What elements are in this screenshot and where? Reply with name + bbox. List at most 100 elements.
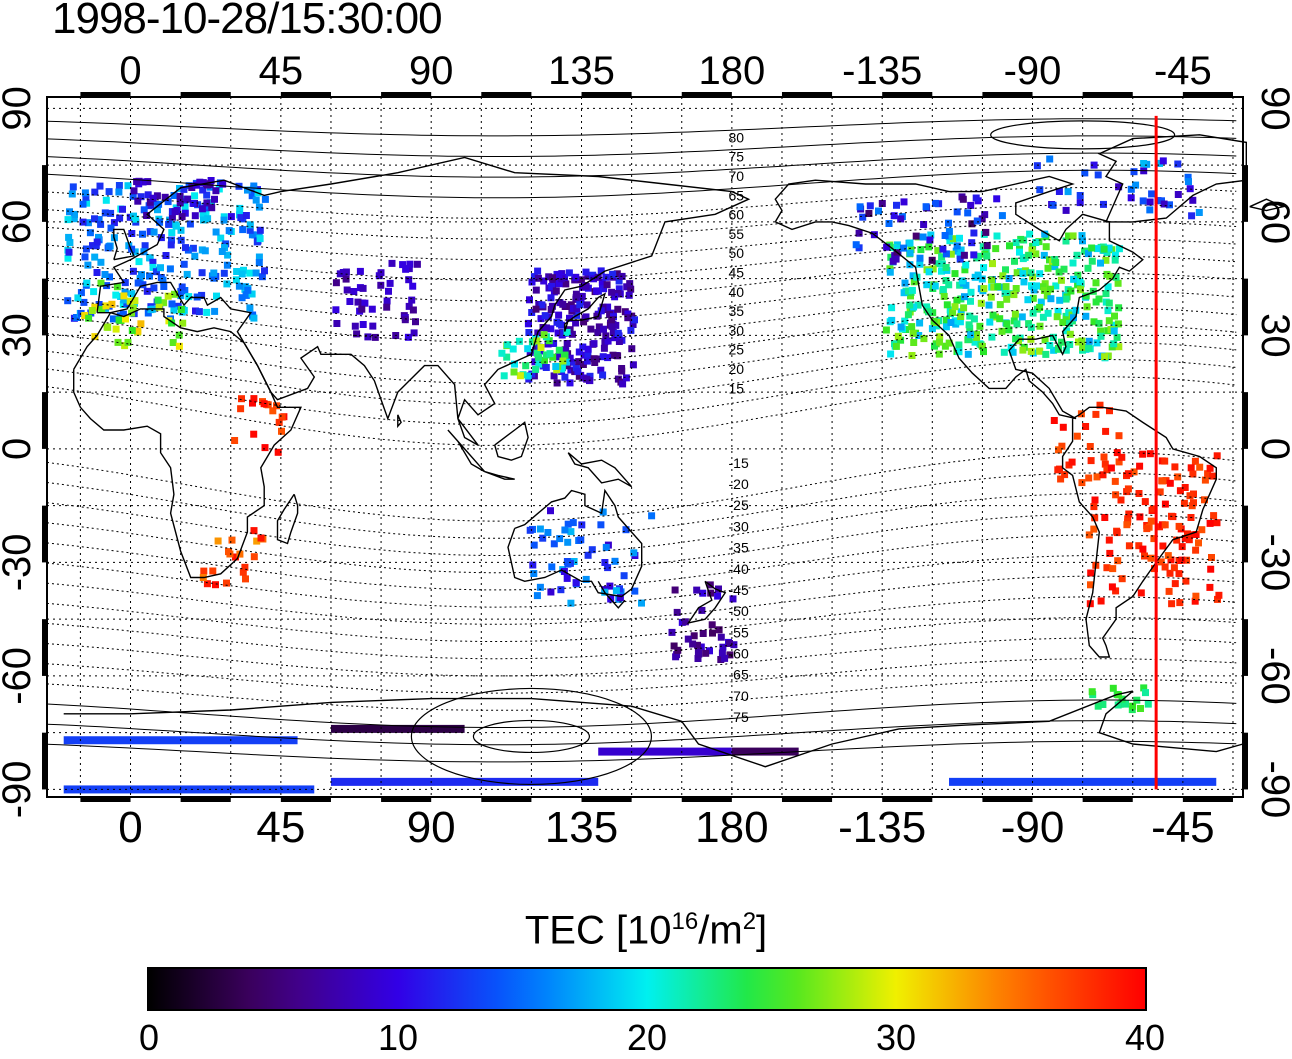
tec-cell — [1078, 232, 1086, 240]
tec-cell — [890, 212, 898, 220]
tec-cell — [1029, 309, 1037, 317]
tec-cell — [1003, 320, 1011, 328]
tec-cell — [203, 308, 211, 316]
tec-cell — [614, 305, 622, 313]
tec-cell — [164, 198, 172, 206]
tec-cell — [74, 294, 82, 302]
tec-cell — [120, 292, 128, 300]
tec-cell — [1059, 318, 1067, 326]
tec-cell — [256, 226, 264, 234]
tec-cell — [609, 329, 617, 336]
tec-cell — [275, 418, 283, 426]
tec-cell — [104, 323, 112, 331]
tec-cell — [929, 265, 937, 273]
tec-cell — [1095, 319, 1103, 327]
tec-cell — [1033, 282, 1040, 290]
contour-label: 30 — [729, 322, 745, 338]
tec-cell — [699, 630, 707, 637]
tec-cell — [528, 338, 536, 346]
tec-cell — [900, 198, 908, 206]
tec-cell — [690, 632, 698, 640]
tec-cell — [555, 271, 563, 279]
tec-cell — [233, 268, 241, 275]
tec-cell — [1115, 245, 1123, 253]
tec-cell — [1039, 313, 1047, 321]
tec-cell — [957, 295, 965, 303]
tec-cell — [965, 335, 973, 343]
tec-cell — [856, 203, 864, 211]
tec-cell — [535, 353, 543, 361]
tec-cell — [209, 567, 217, 575]
tec-cell — [547, 507, 554, 515]
lat-tick-left: -90 — [0, 760, 39, 818]
contour-label: 65 — [729, 187, 745, 203]
tec-cell — [1141, 498, 1149, 506]
tec-cell — [604, 303, 612, 311]
axis-tick-labels: 0045459090135135180180-135-135-90-90-45-… — [0, 49, 1292, 852]
tec-cell — [128, 327, 136, 334]
tec-cell — [88, 307, 96, 314]
tec-cell — [1028, 246, 1036, 254]
tec-cell — [541, 312, 549, 320]
tec-cell — [1086, 443, 1094, 450]
map-frame — [42, 92, 1248, 802]
tec-cell — [1196, 463, 1204, 471]
tec-cell — [1215, 591, 1223, 599]
tec-cell — [1082, 292, 1090, 300]
tec-cell — [594, 273, 602, 281]
tec-cell — [563, 358, 570, 366]
tec-cell — [250, 182, 258, 190]
tec-cell — [1046, 155, 1054, 163]
tec-cell — [144, 191, 152, 199]
coastline — [63, 690, 1244, 768]
contour-label: 40 — [729, 284, 745, 300]
tec-cell — [980, 264, 988, 272]
tec-cell — [1183, 556, 1191, 564]
contour-line — [46, 493, 1237, 556]
tec-cell — [510, 368, 518, 376]
tec-cell — [192, 307, 199, 315]
tec-cell — [584, 351, 592, 359]
lon-tick-bottom: 45 — [256, 803, 305, 852]
tec-cell — [1085, 474, 1093, 482]
frame-bar-left — [42, 619, 47, 676]
tec-cell — [138, 271, 145, 279]
tec-cell — [901, 279, 909, 287]
tec-cell — [81, 189, 89, 197]
tec-cell — [71, 210, 78, 218]
tec-cell — [530, 541, 538, 549]
contour-label: 70 — [729, 168, 745, 184]
tec-cell — [546, 350, 554, 358]
coastline — [1061, 406, 1217, 658]
tec-cell — [622, 526, 630, 534]
tec-cell — [524, 345, 532, 353]
tec-cell — [553, 379, 561, 387]
tec-cell — [1111, 251, 1119, 259]
frame-bar-top — [781, 92, 833, 97]
tec-cell — [591, 359, 599, 366]
frame-bar-bottom — [381, 797, 432, 802]
frame-bar-right — [1243, 619, 1248, 676]
tec-cell — [1029, 294, 1037, 302]
tec-cell — [540, 277, 548, 285]
tec-cell — [252, 269, 260, 277]
tec-cell — [1091, 496, 1099, 504]
tec-cell — [175, 342, 183, 350]
tec-cell — [149, 258, 157, 266]
tec-cell — [542, 351, 550, 359]
tec-cell — [993, 195, 1001, 203]
tec-cell — [1062, 237, 1070, 245]
tec-cell — [399, 261, 407, 269]
frame-bar-bottom — [280, 797, 331, 802]
frame-bar-top — [280, 92, 331, 97]
tec-cell — [91, 188, 99, 196]
tec-cell — [529, 561, 537, 569]
tec-cell — [1105, 244, 1113, 252]
frame-bar-bottom — [581, 797, 632, 802]
contour-line — [46, 255, 1237, 302]
tec-cell — [244, 186, 251, 194]
tec-cell — [936, 333, 944, 341]
tec-cell — [970, 315, 978, 323]
tec-cell — [238, 294, 246, 302]
contour-label: -30 — [729, 518, 749, 534]
